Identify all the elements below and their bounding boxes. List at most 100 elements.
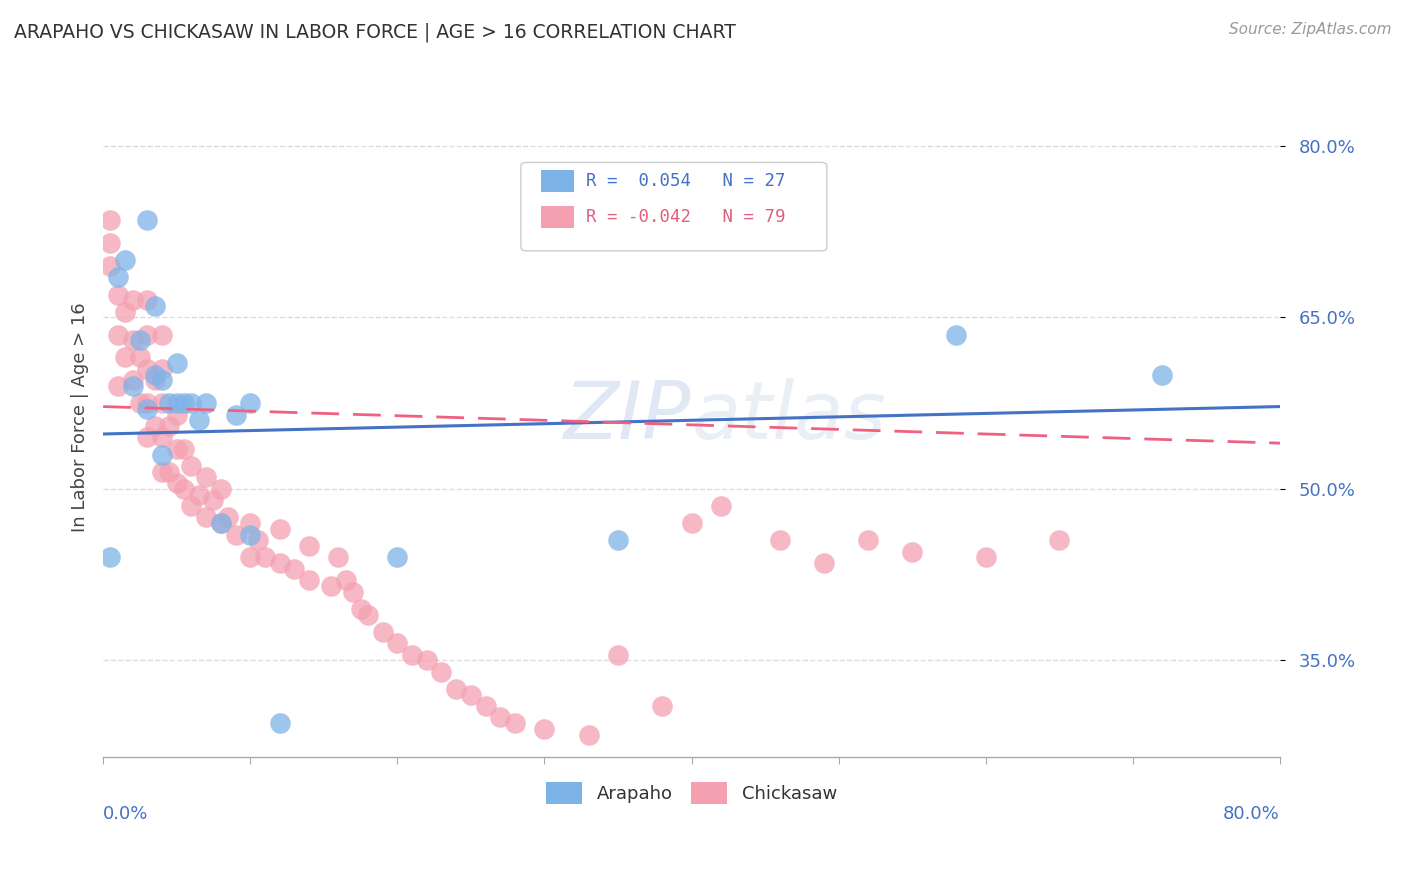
- Point: [143, 299, 166, 313]
- Point: [107, 379, 129, 393]
- Point: [157, 419, 180, 434]
- Point: [136, 430, 159, 444]
- Point: [533, 722, 555, 736]
- Text: ZIP: ZIP: [564, 378, 692, 457]
- Point: [150, 465, 173, 479]
- Point: [217, 510, 239, 524]
- Point: [121, 373, 143, 387]
- FancyBboxPatch shape: [520, 162, 827, 251]
- Point: [945, 327, 967, 342]
- Point: [195, 396, 218, 410]
- Point: [239, 527, 262, 541]
- Point: [387, 550, 409, 565]
- Point: [283, 562, 305, 576]
- Point: [813, 556, 835, 570]
- Point: [195, 470, 218, 484]
- Point: [349, 602, 371, 616]
- Point: [444, 681, 467, 696]
- Text: 0.0%: 0.0%: [103, 805, 149, 823]
- Text: atlas: atlas: [692, 378, 886, 457]
- Point: [769, 533, 792, 548]
- Point: [901, 544, 924, 558]
- Point: [107, 327, 129, 342]
- Point: [246, 533, 269, 548]
- Point: [239, 550, 262, 565]
- Point: [269, 716, 291, 731]
- Point: [173, 482, 195, 496]
- Point: [187, 487, 209, 501]
- Point: [180, 499, 202, 513]
- Text: Source: ZipAtlas.com: Source: ZipAtlas.com: [1229, 22, 1392, 37]
- Point: [578, 727, 600, 741]
- Point: [269, 522, 291, 536]
- Point: [195, 510, 218, 524]
- Point: [100, 259, 122, 273]
- Point: [209, 516, 232, 530]
- Point: [202, 493, 225, 508]
- Point: [416, 653, 439, 667]
- Point: [150, 362, 173, 376]
- Point: [136, 362, 159, 376]
- Point: [136, 293, 159, 308]
- Point: [856, 533, 879, 548]
- Legend: Arapaho, Chickasaw: Arapaho, Chickasaw: [537, 772, 846, 813]
- Point: [136, 396, 159, 410]
- Point: [150, 327, 173, 342]
- Point: [321, 579, 343, 593]
- Point: [129, 333, 152, 347]
- Point: [180, 458, 202, 473]
- Point: [253, 550, 276, 565]
- FancyBboxPatch shape: [541, 206, 574, 227]
- Point: [157, 465, 180, 479]
- Point: [209, 482, 232, 496]
- Point: [121, 379, 143, 393]
- Point: [143, 368, 166, 382]
- Text: R =  0.054   N = 27: R = 0.054 N = 27: [586, 172, 785, 190]
- Point: [166, 356, 188, 370]
- FancyBboxPatch shape: [541, 169, 574, 192]
- Point: [114, 351, 136, 365]
- Point: [107, 287, 129, 301]
- Point: [121, 333, 143, 347]
- Point: [166, 396, 188, 410]
- Point: [100, 236, 122, 251]
- Point: [681, 516, 703, 530]
- Point: [239, 396, 262, 410]
- Point: [225, 408, 247, 422]
- Point: [298, 574, 321, 588]
- Point: [710, 499, 733, 513]
- Point: [460, 688, 482, 702]
- Point: [173, 442, 195, 456]
- Point: [328, 550, 350, 565]
- Point: [298, 539, 321, 553]
- Point: [489, 710, 512, 724]
- Point: [269, 556, 291, 570]
- Point: [607, 648, 630, 662]
- Point: [651, 698, 673, 713]
- Point: [150, 396, 173, 410]
- Point: [371, 624, 394, 639]
- Point: [1047, 533, 1070, 548]
- Point: [166, 476, 188, 491]
- Point: [143, 419, 166, 434]
- Point: [974, 550, 997, 565]
- Point: [136, 401, 159, 416]
- Point: [387, 636, 409, 650]
- Point: [1152, 368, 1174, 382]
- Point: [107, 270, 129, 285]
- Point: [100, 213, 122, 227]
- Point: [136, 327, 159, 342]
- Point: [342, 584, 364, 599]
- Point: [430, 665, 453, 679]
- Point: [187, 413, 209, 427]
- Point: [136, 213, 159, 227]
- Point: [114, 304, 136, 318]
- Y-axis label: In Labor Force | Age > 16: In Labor Force | Age > 16: [72, 302, 89, 533]
- Point: [239, 516, 262, 530]
- Point: [114, 253, 136, 268]
- Point: [100, 550, 122, 565]
- Point: [150, 373, 173, 387]
- Point: [129, 396, 152, 410]
- Point: [180, 396, 202, 410]
- Point: [474, 698, 496, 713]
